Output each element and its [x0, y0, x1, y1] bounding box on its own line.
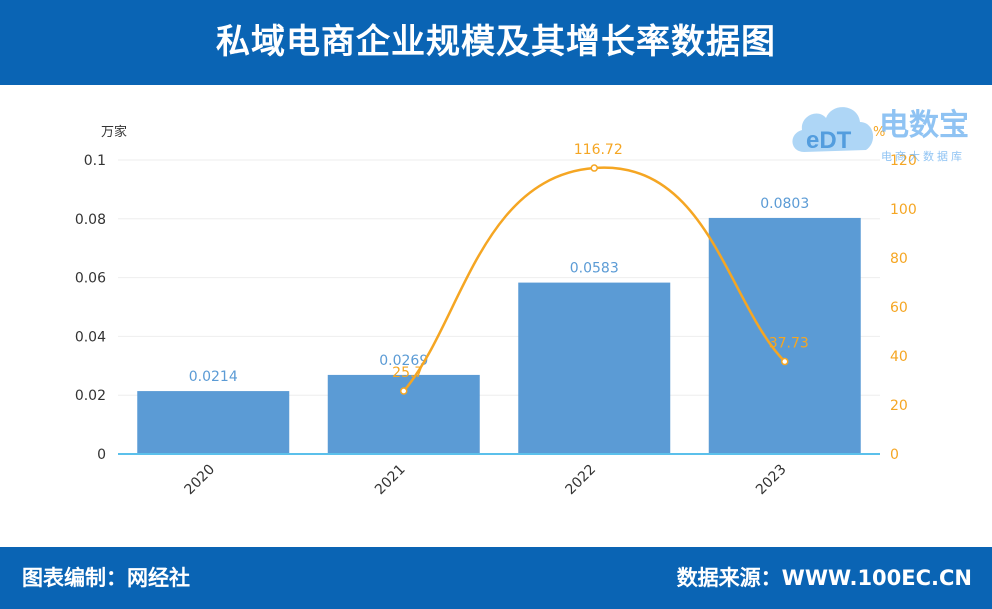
y-right-unit-label: % — [873, 125, 885, 140]
y-right-tick-label: 40 — [890, 349, 908, 365]
y-right-tick-label: 60 — [890, 300, 908, 316]
y-left-tick-label: 0.08 — [75, 212, 106, 228]
bar-value-label: 0.0269 — [379, 353, 428, 369]
y-left-tick-label: 0.02 — [75, 388, 106, 404]
bar — [327, 374, 480, 454]
watermark: eDT 电数宝 电商大数据库 — [784, 90, 984, 170]
bar-value-label: 0.0214 — [189, 369, 238, 385]
x-tick-label: 2021 — [372, 462, 409, 499]
bar — [518, 282, 671, 454]
growth-rate-point — [781, 357, 789, 366]
growth-rate-point — [590, 164, 598, 172]
data-source-credit: 数据来源：WWW.100EC.CN — [676, 566, 972, 590]
growth-rate-label: 116.72 — [574, 142, 623, 158]
watermark-main-text: 电数宝 — [879, 108, 969, 143]
chart: 0 0.02 0.04 0.06 0.08 0.1 0 20 40 60 80 100 120 万家 % 0.… — [75, 124, 917, 499]
bar — [137, 391, 290, 454]
page-title: 私域电商企业规模及其增长率数据图 — [216, 22, 776, 62]
watermark-sub-text: 电商大数据库 — [881, 150, 965, 163]
footer-bar: 图表编制：网经社 数据来源：WWW.100EC.CN — [0, 547, 992, 609]
bar-value-label: 0.0803 — [760, 196, 809, 212]
cloud-logo-icon: eDT — [792, 107, 874, 154]
y-right-tick-label: 80 — [890, 251, 908, 267]
y-left-tick-label: 0.1 — [84, 153, 106, 169]
bar — [708, 217, 861, 454]
y-right-tick-label: 100 — [890, 202, 917, 218]
y-left-unit-label: 万家 — [101, 124, 127, 140]
y-left-tick-label: 0 — [97, 447, 106, 463]
y-left-tick-label: 0.04 — [75, 329, 106, 345]
x-tick-label: 2023 — [753, 462, 790, 499]
y-right-tick-label: 120 — [890, 153, 917, 169]
logo-text: eDT — [806, 127, 852, 154]
y-right-tick-label: 20 — [890, 398, 908, 414]
growth-rate-label: 25.7 — [392, 365, 423, 381]
x-tick-label: 2022 — [563, 462, 600, 499]
header-bar: 私域电商企业规模及其增长率数据图 — [0, 0, 992, 85]
y-left-tick-label: 0.06 — [75, 271, 106, 287]
bar-value-label: 0.0583 — [570, 261, 619, 277]
chart-compiler-credit: 图表编制：网经社 — [22, 566, 190, 590]
y-right-tick-label: 0 — [890, 447, 899, 463]
growth-rate-point — [400, 387, 408, 395]
growth-rate-label: 37.73 — [769, 336, 809, 352]
x-tick-label: 2020 — [182, 462, 219, 499]
